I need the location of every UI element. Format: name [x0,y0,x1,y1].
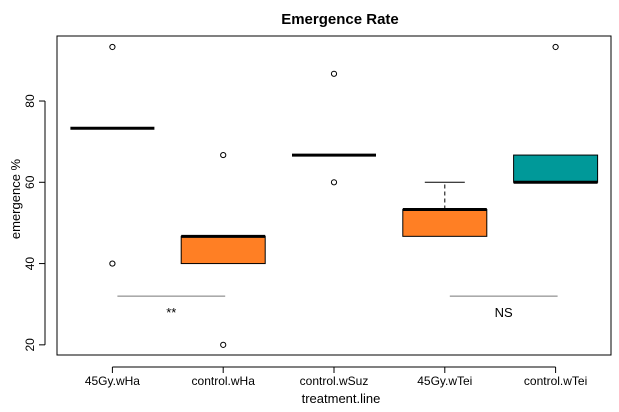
x-tick-label: 45Gy.wTei [417,374,472,388]
y-tick-label: 20 [23,338,37,352]
y-axis-label: emergence % [8,158,23,239]
box-control.wTei [513,43,599,184]
outlier-point [109,260,116,267]
box-control.wHa [180,151,266,348]
boxplot-series [70,43,599,348]
significance-label: ** [166,305,176,320]
outlier-point [330,179,338,186]
x-tick-label: 45Gy.wHa [85,374,140,388]
x-tick-label: control.wTei [524,374,587,388]
outlier-point [109,43,116,51]
outlier-point [220,341,227,348]
y-axis: 20 40 60 80 [23,94,46,352]
plot-frame [56,35,612,356]
y-tick-label: 60 [23,175,37,189]
chart-title: Emergence Rate [281,11,399,28]
box-control.wSuz [292,70,376,186]
x-tick-label: control.wHa [192,374,256,388]
box-body [402,209,488,237]
box-45Gy.wHa [70,43,155,267]
x-axis-label: treatment.line [302,391,381,406]
box-body [180,235,266,265]
x-axis: 45Gy.wHa control.wHa control.wSuz 45Gy.wTei… [85,366,587,388]
significance-annotations: ** NS [117,295,558,320]
box-45Gy.wTei [402,181,488,237]
y-tick-label: 80 [23,94,37,108]
outlier-point [220,151,227,159]
x-tick-label: control.wSuz [300,374,369,388]
significance-label: NS [495,305,513,320]
outlier-point [330,70,338,77]
y-tick-label: 40 [23,257,37,271]
box-body [513,154,599,183]
outlier-point [552,43,559,51]
